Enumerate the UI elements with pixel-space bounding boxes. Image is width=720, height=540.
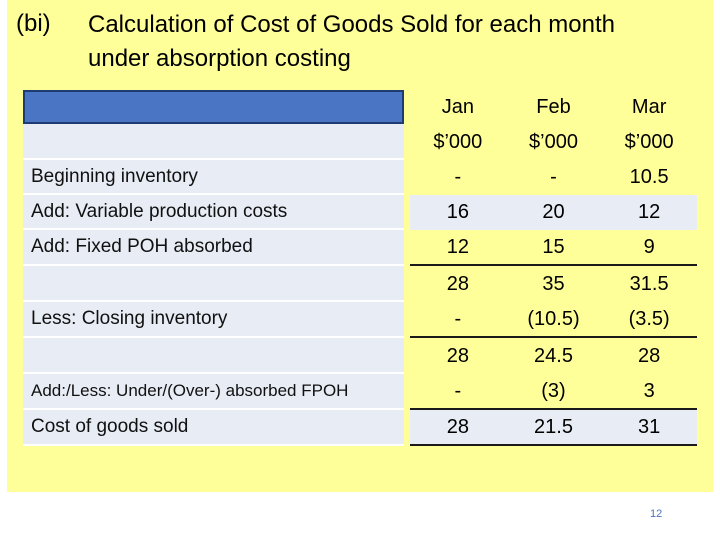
month-header-row: Jan Feb Mar xyxy=(410,90,697,124)
row-label-beginning-inventory: Beginning inventory xyxy=(23,160,404,195)
row-label-variable-costs: Add: Variable production costs xyxy=(23,195,404,230)
value-cell: 21.5 xyxy=(534,415,573,438)
row-label-cost-of-goods-sold: Cost of goods sold xyxy=(23,410,404,446)
value-cell: (10.5) xyxy=(527,307,580,330)
table-row-total: 28 21.5 31 xyxy=(410,410,697,446)
value-cell: - xyxy=(454,379,462,402)
month-jan: Jan xyxy=(441,95,474,118)
value-cell: 12 xyxy=(446,235,469,258)
unit-cell: $’000 xyxy=(624,130,674,153)
value-cell: - xyxy=(454,166,462,188)
table-row: 12 15 9 xyxy=(410,230,697,266)
row-label-subtotal xyxy=(23,266,404,302)
unit-cell: $’000 xyxy=(529,130,578,153)
value-cell: 15 xyxy=(542,235,565,258)
value-cell: 3 xyxy=(643,379,655,402)
value-cell: 28 xyxy=(446,415,469,438)
table-row: 28 35 31.5 xyxy=(410,266,697,302)
row-label-under-over-absorbed: Add:/Less: Under/(Over-) absorbed FPOH xyxy=(23,374,404,410)
unit-cell: $’000 xyxy=(433,130,483,153)
value-cell: 9 xyxy=(643,235,655,258)
value-cell: 10.5 xyxy=(629,166,669,188)
value-cell: (3) xyxy=(541,379,566,402)
section-label: (bi) xyxy=(16,10,51,37)
value-cell: 16 xyxy=(446,201,469,223)
figures-table: Jan Feb Mar $’000 $’000 $’000 - - 10.5 1… xyxy=(410,90,697,446)
row-label-fixed-poh: Add: Fixed POH absorbed xyxy=(23,230,404,266)
value-cell: - xyxy=(550,166,557,188)
table-row: 28 24.5 28 xyxy=(410,338,697,374)
value-cell: 28 xyxy=(638,344,661,367)
row-label-subtotal-2 xyxy=(23,338,404,374)
table-row: 16 20 12 xyxy=(410,195,697,230)
value-cell: 28 xyxy=(446,344,469,367)
month-feb: Feb xyxy=(536,95,571,118)
value-cell: 24.5 xyxy=(534,344,573,367)
value-cell: - xyxy=(454,307,462,330)
value-cell: 35 xyxy=(542,272,565,295)
table-row: - - 10.5 xyxy=(410,160,697,195)
value-cell: (3.5) xyxy=(628,307,670,330)
value-cell: 31 xyxy=(638,415,661,438)
slide-title: Calculation of Cost of Goods Sold for ea… xyxy=(88,8,708,76)
value-cell: 12 xyxy=(638,201,661,223)
units-row: $’000 $’000 $’000 xyxy=(410,124,697,160)
header-bar xyxy=(23,90,404,124)
value-cell: 28 xyxy=(446,272,469,295)
page-number: 12 xyxy=(650,508,663,520)
table-row: - (3) 3 xyxy=(410,374,697,410)
table-row: - (10.5) (3.5) xyxy=(410,302,697,338)
units-row-label xyxy=(23,124,404,160)
value-cell: 31.5 xyxy=(629,272,669,295)
row-labels: Beginning inventory Add: Variable produc… xyxy=(23,90,404,446)
value-cell: 20 xyxy=(542,201,565,223)
row-label-closing-inventory: Less: Closing inventory xyxy=(23,302,404,338)
title-line-2: under absorption costing xyxy=(88,45,351,72)
month-mar: Mar xyxy=(631,95,667,118)
title-line-1: Calculation of Cost of Goods Sold for ea… xyxy=(88,11,615,38)
